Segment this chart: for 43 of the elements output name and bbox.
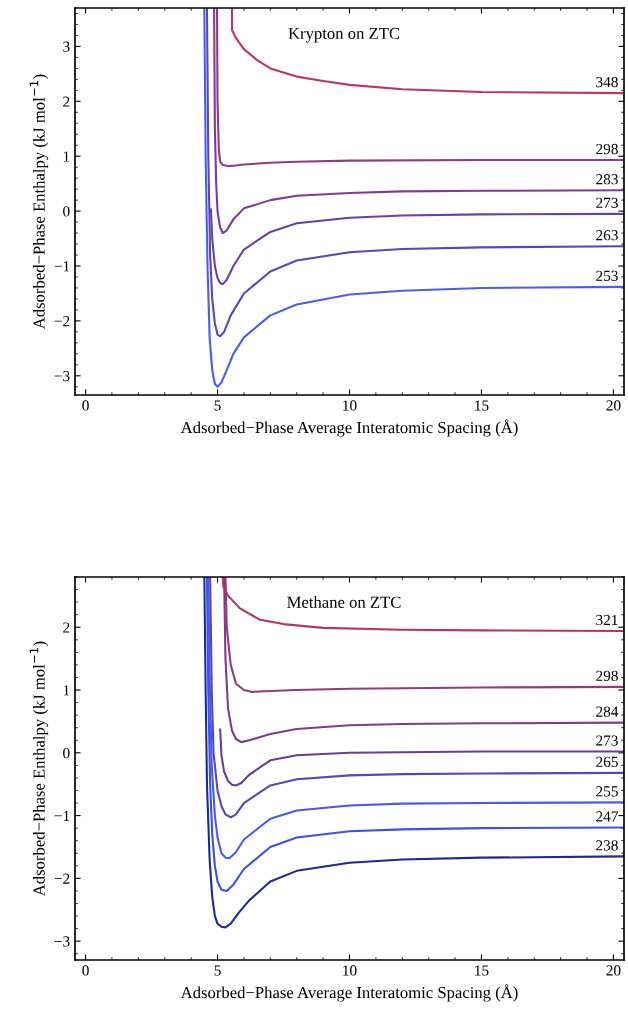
x-tick-label: 0 — [82, 400, 89, 411]
y-tick-label: 2 — [63, 96, 70, 107]
y-tick-label: −2 — [54, 873, 70, 884]
y-tick-label: 2 — [63, 622, 70, 633]
series-label: 273 — [596, 735, 618, 746]
y-tick-label: −3 — [54, 936, 70, 947]
y-tick-label: 0 — [63, 747, 70, 759]
series-label: 238 — [596, 840, 618, 851]
y-axis-title: Adsorbed−Phase Enthalpy (kJ mol$^{−1}$) — [29, 641, 49, 897]
x-tick-label: 20 — [606, 400, 621, 411]
y-tick-label: −1 — [54, 810, 70, 821]
x-tick-label: 10 — [343, 400, 357, 411]
x-axis-title: Adsorbed−Phase Average Interatomic Spacing (Å) — [180, 419, 518, 437]
y-tick-label: −2 — [54, 316, 70, 327]
x-tick-label: 0 — [82, 965, 89, 976]
x-tick-label: 15 — [475, 400, 489, 411]
y-tick-label: 0 — [63, 206, 70, 217]
x-axis-title: Adsorbed−Phase Average Interatomic Spacing (Å) — [180, 984, 518, 1002]
series-label: 253 — [596, 270, 618, 281]
x-tick-label: 5 — [214, 400, 221, 411]
y-tick-label: −3 — [54, 370, 70, 382]
annotation: Krypton on ZTC — [288, 27, 400, 43]
series-label: 273 — [596, 197, 618, 208]
x-tick-label: 10 — [343, 965, 357, 976]
y-tick-label: 1 — [63, 685, 70, 696]
annotation: Methane on ZTC — [287, 596, 401, 608]
series-label: 283 — [596, 174, 618, 185]
series-label: 263 — [596, 230, 618, 241]
y-tick-label: −1 — [54, 261, 70, 272]
x-tick-label: 5 — [214, 965, 221, 976]
x-tick-label: 20 — [606, 965, 621, 976]
y-tick-label: 3 — [63, 41, 70, 52]
x-tick-label: 15 — [475, 965, 489, 976]
series-label: 284 — [596, 706, 619, 717]
series-label: 255 — [596, 786, 618, 797]
series-label: 265 — [596, 756, 618, 768]
series-label: 348 — [596, 76, 618, 88]
series-label: 247 — [596, 811, 619, 822]
y-axis-title: Adsorbed−Phase Enthalpy (kJ mol$^{−1}$) — [29, 74, 49, 330]
series-label: 298 — [596, 143, 618, 155]
y-tick-label: 1 — [63, 151, 70, 162]
series-label: 321 — [596, 614, 618, 626]
series-label: 298 — [596, 670, 618, 681]
